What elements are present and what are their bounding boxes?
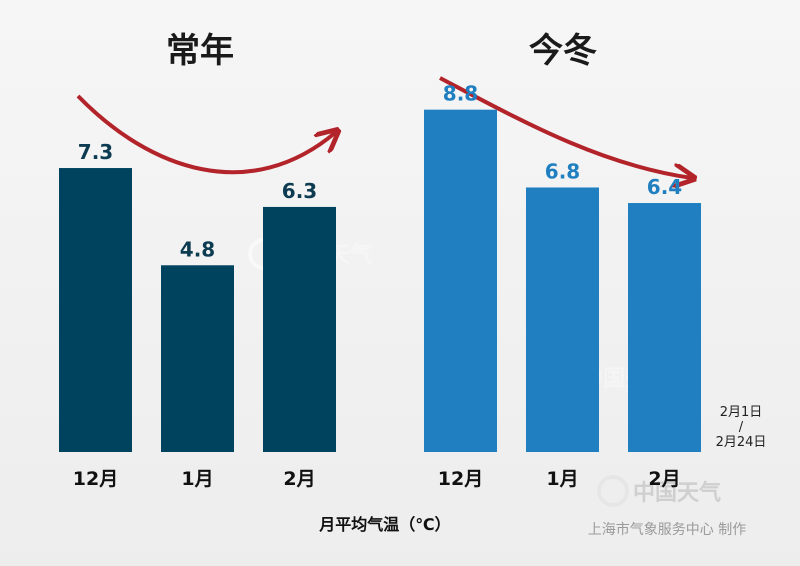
x-axis-title: 月平均气温（℃） [318, 515, 450, 534]
bar-value-label-normal-0: 7.3 [78, 140, 113, 164]
category-label-normal-2: 2月 [283, 468, 315, 490]
watermark-text-3: 中国天气 [633, 480, 721, 506]
trend-arrow-normal [76, 94, 336, 175]
bar-value-label-current-0: 8.8 [443, 82, 478, 106]
category-label-normal-1: 1月 [181, 468, 213, 490]
category-label-current-1: 1月 [546, 468, 578, 490]
category-label-normal-0: 12月 [73, 468, 118, 490]
panel-title-normal: 常年 [166, 31, 234, 71]
date-note-start: 2月1日 [720, 405, 763, 420]
bar-normal-1 [161, 265, 234, 452]
trend-arrow-current [439, 76, 692, 178]
date-note-end: 2月24日 [716, 435, 767, 450]
category-label-current-0: 12月 [438, 468, 483, 490]
bar-current-0 [424, 109, 497, 453]
bar-value-label-normal-2: 6.3 [282, 179, 317, 203]
bar-value-label-normal-1: 4.8 [180, 237, 215, 261]
date-note-separator: / [739, 420, 744, 435]
bar-normal-0 [59, 168, 132, 452]
bar-value-label-current-2: 6.4 [647, 175, 682, 199]
credit-text: 上海市气象服务中心 制作 [588, 521, 746, 538]
bar-current-1 [526, 187, 599, 453]
category-label-current-2: 2月 [648, 468, 680, 490]
bar-current-2 [628, 203, 701, 452]
panel-title-current: 今冬 [529, 31, 597, 71]
bar-value-label-current-1: 6.8 [545, 159, 580, 183]
bar-normal-2 [263, 206, 336, 452]
